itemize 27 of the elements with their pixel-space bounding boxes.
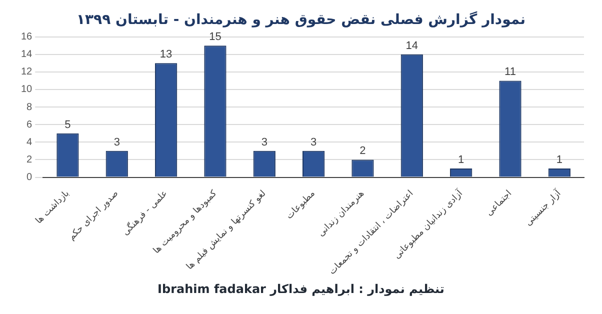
x-tick-label: اجتماعی [484,188,514,218]
x-tick-label: بازداشت ها [34,188,72,226]
y-tick-label: 8 [26,102,33,113]
y-tick-label: 6 [26,119,33,130]
y-tick-label: 4 [26,136,33,148]
data-label: 14 [406,40,418,52]
data-label: 3 [310,136,317,148]
y-tick-label: 10 [21,84,33,96]
y-tick-label: 14 [21,49,33,60]
data-label: 11 [504,66,516,78]
chart-title: نمودار گزارش فصلی نقض حقوق هنر و هنرمندان - تابستان ۱۳۹۹ [76,11,526,28]
y-tick-label: 16 [21,32,33,43]
text: تنظیم نمودار : ابراهیم فداکار Ibrahim fadakar [156,282,446,296]
data-label: 3 [114,136,120,148]
y-tick-label: 12 [21,66,33,78]
data-label: 15 [209,31,222,44]
x-tick-label: مطبوعات [284,188,318,222]
y-tick-label: 2 [26,154,33,166]
data-label: 1 [556,154,562,166]
x-tick-label: آزار جنسیتی [522,187,564,228]
data-label: 5 [64,118,71,131]
x-tick-label: علمی - فرهنگی [119,187,170,238]
data-label: 3 [261,136,268,148]
data-label: 1 [458,154,464,166]
data-label: 2 [360,145,366,158]
data-label: 13 [160,48,172,61]
y-tick-label: 0 [26,172,33,184]
